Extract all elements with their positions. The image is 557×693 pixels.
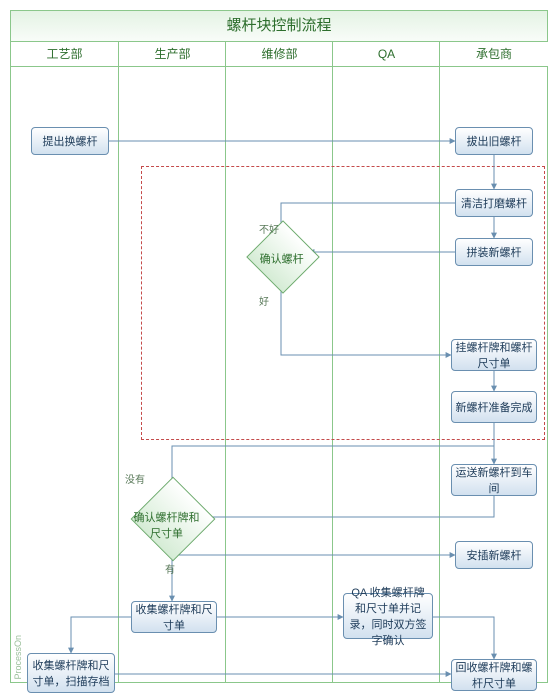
process-n4: 拼装新螺杆 <box>455 238 533 266</box>
lane-header: 工艺部 <box>11 41 118 67</box>
lane-header: 维修部 <box>226 41 333 67</box>
watermark: ProcessOn <box>13 635 23 680</box>
process-n12: 回收螺杆牌和螺杆尺寸单 <box>451 659 537 691</box>
swimlanes: 工艺部生产部维修部QA承包商提出换螺杆 拔出旧螺杆清洁打磨螺杆拼装新螺杆 确认螺杆挂… <box>11 41 547 682</box>
process-n10: QA 收集螺杆牌和尺寸单并记录，同时双方签字确认 <box>343 593 433 639</box>
process-n9: 收集螺杆牌和尺寸单 <box>131 601 217 633</box>
process-n1: 提出换螺杆 <box>31 127 109 155</box>
lane-header: 生产部 <box>119 41 226 67</box>
process-n11: 收集螺杆牌和尺寸单，扫描存档 <box>27 653 115 693</box>
decision-label: 确认螺杆牌和尺寸单 <box>132 509 202 541</box>
process-n3: 清洁打磨螺杆 <box>455 189 533 217</box>
process-n8: 安插新螺杆 <box>455 541 533 569</box>
process-n6: 新螺杆准备完成 <box>451 391 537 423</box>
process-n5: 挂螺杆牌和螺杆尺寸单 <box>451 339 537 371</box>
process-n7: 运送新螺杆到车间 <box>451 464 537 496</box>
process-n2: 拔出旧螺杆 <box>455 127 533 155</box>
branch-label-lb3: 没有 <box>125 471 145 486</box>
chart-title: 螺杆块控制流程 <box>11 11 547 41</box>
decision-label: 确认螺杆 <box>252 250 312 266</box>
branch-label-lb4: 有 <box>165 561 175 576</box>
lane-header: 承包商 <box>440 41 548 67</box>
branch-label-lb1: 不好 <box>259 221 279 236</box>
flowchart-container: 螺杆块控制流程 工艺部生产部维修部QA承包商提出换螺杆 拔出旧螺杆清洁打磨螺杆拼装… <box>10 10 548 683</box>
lane-header: QA <box>333 41 440 67</box>
branch-label-lb2: 好 <box>259 293 269 308</box>
